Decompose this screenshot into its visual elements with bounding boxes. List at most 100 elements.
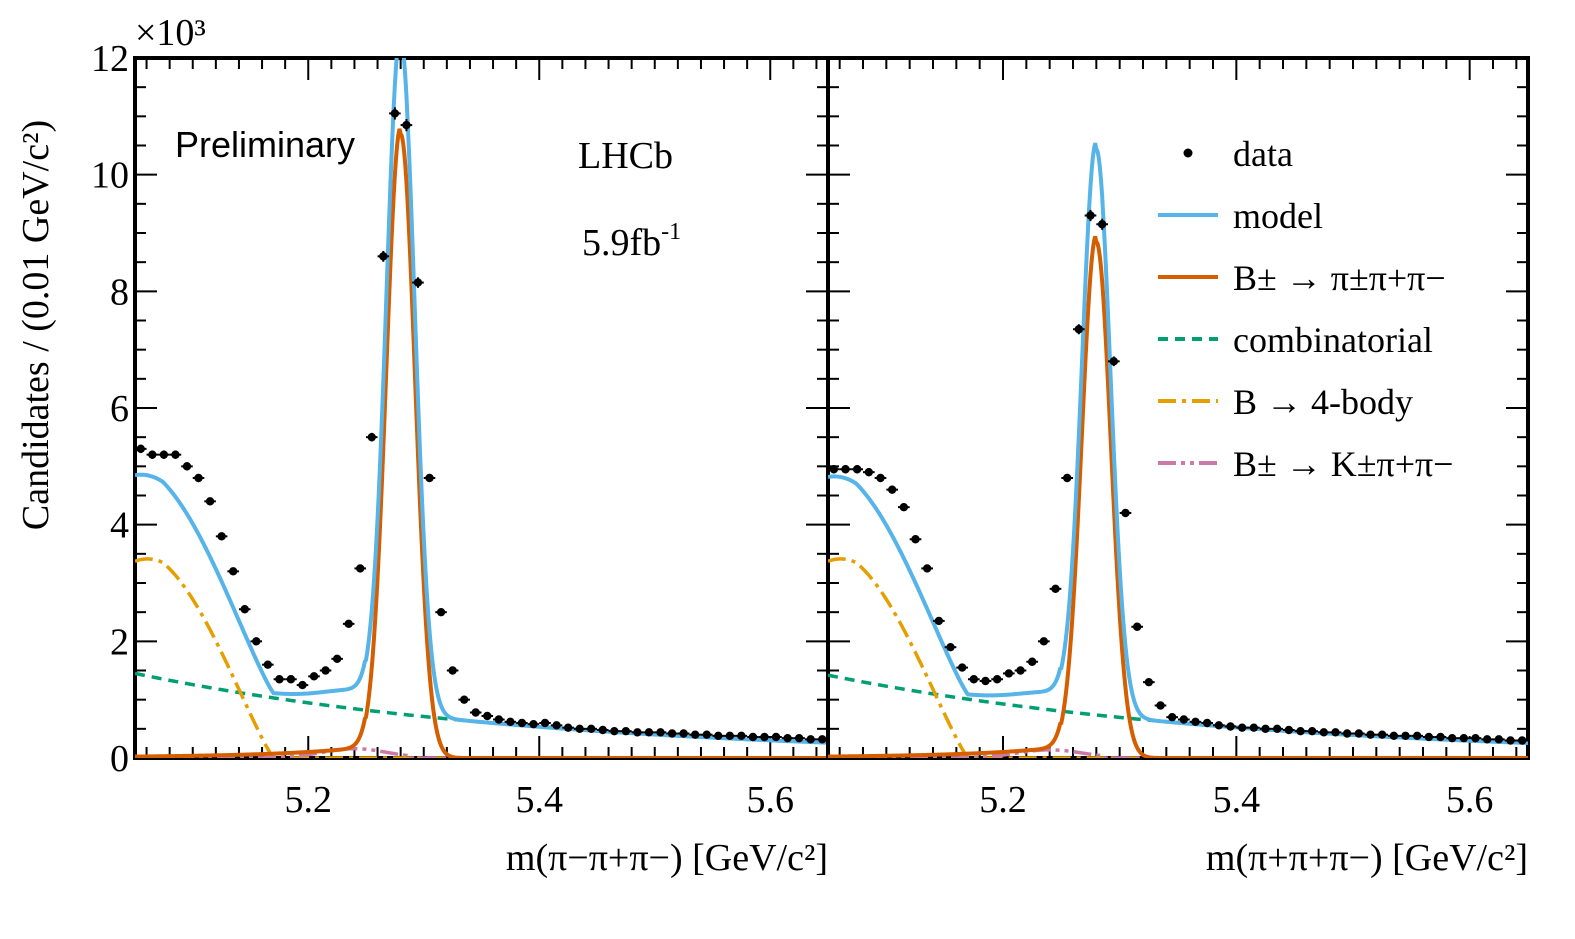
y-tick-label: 4 (110, 505, 129, 547)
signal-curve (828, 235, 1528, 758)
data-point (423, 473, 436, 483)
data-point (712, 731, 725, 741)
data-point (700, 730, 713, 739)
data-point (804, 735, 817, 744)
data-point (1376, 730, 1388, 739)
data-point (493, 715, 505, 724)
data-point (562, 723, 574, 732)
data-point (851, 465, 863, 474)
data-point (631, 728, 644, 737)
data-point (469, 708, 482, 717)
data-point (285, 675, 297, 684)
data-point (689, 730, 701, 739)
data-point (435, 607, 447, 617)
x-tick-label: 5.4 (516, 779, 564, 821)
y-tick-label: 6 (110, 388, 129, 430)
data-point (654, 728, 667, 737)
left-panel: 5.2 5.4 5.6 m(π−π+π−) [GeV/c²] 0 2 4 6 8 10 12 (91, 38, 830, 879)
data-point (1108, 356, 1120, 367)
data-point (1411, 731, 1423, 741)
data-point (192, 473, 205, 483)
data-point (1434, 732, 1447, 742)
data-point (1493, 735, 1505, 744)
x-tick-label: 5.4 (1213, 779, 1261, 821)
legend-label: combinatorial (1233, 320, 1433, 360)
data-point (1259, 724, 1272, 734)
data-point (550, 721, 563, 730)
data-point (146, 450, 159, 459)
y-tick-label: 0 (110, 738, 129, 780)
data-point (1131, 622, 1143, 631)
data-point (1236, 723, 1248, 732)
data-point (979, 676, 992, 686)
data-point (1061, 473, 1073, 483)
four-body-curve (135, 557, 828, 758)
data-point (839, 465, 852, 474)
data-point (342, 619, 355, 629)
data-point (585, 724, 597, 734)
data-point (1119, 508, 1132, 518)
data-point (1003, 669, 1015, 678)
legend-label: B± → π±π+π− (1233, 258, 1446, 298)
legend-item-model: model (1158, 196, 1323, 236)
data-point (781, 733, 794, 743)
data-point (319, 666, 332, 675)
data-point (1294, 726, 1307, 736)
luminosity-label: 5.9fb-1 (582, 219, 681, 264)
x-tick-label: 5.6 (747, 779, 795, 821)
data-point (747, 732, 759, 742)
data-point (1201, 718, 1213, 728)
data-point (793, 733, 805, 743)
legend-label: data (1233, 134, 1293, 174)
data-point (331, 654, 343, 664)
data-point (446, 666, 459, 675)
data-point (1446, 733, 1458, 743)
legend-item-kpipi: B± → K±π+π− (1158, 444, 1453, 484)
data-point (1248, 723, 1260, 732)
legend-item-data: data (1183, 134, 1293, 174)
curves (828, 142, 1528, 758)
data-point (389, 107, 401, 120)
data-point (1364, 730, 1377, 739)
data-point (1469, 733, 1482, 743)
data-point (158, 450, 170, 459)
data-point (366, 432, 378, 442)
data-point (1271, 724, 1283, 734)
y-axis-title: Candidates / (0.01 GeV/c²) (15, 120, 57, 530)
data-point (956, 663, 968, 672)
data-point (1189, 717, 1202, 727)
data-point (874, 473, 887, 483)
data-point (262, 660, 274, 669)
preliminary-label: Preliminary (175, 124, 355, 165)
data-point (933, 616, 945, 626)
data-point (308, 672, 320, 681)
x-tick-label: 5.2 (285, 779, 333, 821)
data-point (1166, 712, 1178, 722)
data-point (1388, 731, 1400, 741)
legend-item-four_body: B → 4-body (1158, 382, 1413, 422)
data-point (1306, 726, 1318, 736)
data-point (1224, 722, 1237, 731)
data-point (735, 731, 748, 741)
data-point (504, 717, 517, 727)
x-tick-label: 5.6 (1446, 779, 1494, 821)
combinatorial-curve (135, 671, 828, 745)
data-point (1049, 584, 1062, 594)
data-point (597, 725, 609, 735)
luminosity-exponent: -1 (661, 219, 681, 245)
data-point (516, 718, 528, 728)
data-point (620, 726, 632, 736)
data-point (1504, 736, 1517, 745)
y-tick-label: 10 (91, 155, 129, 197)
signal-curve (135, 128, 828, 758)
data-point (770, 732, 782, 742)
data-point (1154, 701, 1167, 710)
data-point (666, 729, 678, 738)
data-point (968, 675, 980, 684)
data-point (238, 605, 251, 614)
y-tick-label: 2 (110, 621, 129, 663)
four-body-curve (828, 557, 1528, 758)
data-point (227, 567, 239, 576)
data-point (1353, 729, 1365, 738)
